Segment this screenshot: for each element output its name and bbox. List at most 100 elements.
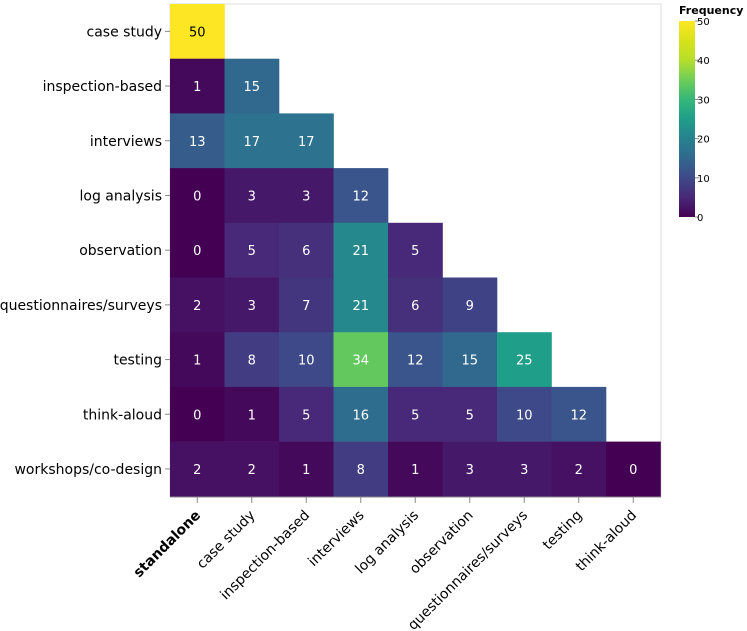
cell-value-label: 0 [629, 463, 637, 478]
y-axis: case study inspection-based interviews log … [0, 24, 170, 478]
cell-value-label: 3 [248, 299, 256, 314]
heatmap-cell [170, 441, 225, 497]
cell-value-label: 10 [516, 408, 533, 423]
cell-value-label: 9 [466, 299, 474, 314]
heatmap-cell [606, 441, 661, 497]
heatmap-cell [333, 277, 389, 333]
heatmap-cell [442, 441, 498, 497]
legend-color-bar [679, 21, 695, 217]
cell-value-label: 21 [352, 244, 369, 259]
cell-value-label: 10 [298, 354, 315, 369]
heatmap-cell [170, 58, 225, 114]
cell-value-label: 2 [248, 463, 256, 478]
heatmap-cell [497, 332, 552, 388]
heatmap-cell [279, 168, 334, 224]
cell-value-label: 12 [407, 354, 424, 369]
cell-value-label: 5 [248, 244, 256, 259]
heatmap-cell [442, 277, 498, 333]
heatmap-cell [170, 332, 225, 388]
heatmap-cell [497, 386, 552, 442]
heatmap-cell [333, 168, 389, 224]
cell-value-label: 34 [352, 354, 369, 369]
legend-tick-label: 20 [697, 135, 710, 146]
cell-value-label: 0 [193, 189, 201, 204]
cell-value-label: 8 [357, 463, 365, 478]
heatmap-cell [279, 277, 334, 333]
heatmap-cell [224, 168, 280, 224]
cell-value-label: 1 [193, 354, 201, 369]
heatmap-cell [442, 386, 498, 442]
cell-value-label: 17 [243, 135, 260, 150]
heatmap-cell [279, 386, 334, 442]
cell-value-label: 6 [302, 244, 310, 259]
cell-value-label: 15 [461, 354, 478, 369]
y-tick-label: testing [113, 353, 162, 369]
heatmap-cell [170, 222, 225, 278]
heatmap-cell [388, 332, 443, 388]
heatmap-cell [333, 386, 389, 442]
cell-value-label: 5 [302, 408, 310, 423]
y-tick-label: workshops/co-design [14, 462, 162, 478]
heatmap-cell [224, 441, 280, 497]
legend-tick-label: 10 [697, 174, 710, 185]
cell-value-label: 7 [302, 299, 310, 314]
y-tick-label: questionnaires/surveys [0, 298, 162, 314]
cell-value-label: 2 [193, 463, 201, 478]
cell-value-label: 5 [466, 408, 474, 423]
cell-value-label: 0 [193, 244, 201, 259]
heatmap-cell [224, 58, 280, 114]
heatmap-cell [497, 441, 552, 497]
heatmap-cell [170, 386, 225, 442]
heatmap-cell [388, 277, 443, 333]
legend-tick-label: 50 [697, 17, 710, 28]
cell-value-label: 12 [352, 189, 369, 204]
cell-value-label: 13 [189, 135, 206, 150]
heatmap-cell [224, 113, 280, 169]
cell-value-label: 15 [243, 80, 260, 95]
heatmap-cell [224, 332, 280, 388]
cell-value-label: 17 [298, 135, 315, 150]
legend-title: Frequency [679, 4, 743, 17]
heatmap-cell [442, 332, 498, 388]
cell-value-label: 3 [520, 463, 528, 478]
heatmap-cell [170, 168, 225, 224]
cell-value-label: 8 [248, 354, 256, 369]
legend-tick-label: 0 [697, 213, 703, 224]
x-tick-label: testing [540, 508, 586, 554]
cell-value-label: 50 [189, 25, 206, 40]
y-tick-label: think-aloud [83, 407, 162, 423]
heatmap-cell [279, 113, 334, 169]
heatmap-cell [333, 441, 389, 497]
heatmap-cell [170, 4, 225, 59]
cell-value-label: 5 [411, 408, 419, 423]
heatmap-cell [224, 386, 280, 442]
heatmap-cell [388, 441, 443, 497]
cell-value-label: 1 [193, 80, 201, 95]
heatmap-cell [333, 332, 389, 388]
y-tick-label: log analysis [80, 188, 162, 204]
heatmap-cell [170, 277, 225, 333]
heatmap-cell [333, 222, 389, 278]
cell-value-label: 2 [575, 463, 583, 478]
cell-value-label: 3 [466, 463, 474, 478]
color-legend: Frequency 0 10 20 30 40 50 [679, 4, 743, 224]
heatmap-cell [551, 441, 607, 497]
cell-value-label: 25 [516, 354, 533, 369]
x-tick-label: standalone [131, 508, 204, 581]
legend-tick-label: 40 [697, 56, 710, 67]
heatmap-cell [224, 277, 280, 333]
legend-tick-label: 30 [697, 95, 710, 106]
heatmap-cell [279, 332, 334, 388]
cell-value-label: 6 [411, 299, 419, 314]
y-tick-label: interviews [90, 134, 162, 150]
heatmap-cell [388, 222, 443, 278]
heatmap-cell [279, 222, 334, 278]
cell-value-label: 12 [570, 408, 587, 423]
cell-value-label: 1 [248, 408, 256, 423]
y-tick-label: observation [79, 243, 162, 259]
heatmap-cell [224, 222, 280, 278]
y-tick-label: case study [87, 24, 162, 40]
